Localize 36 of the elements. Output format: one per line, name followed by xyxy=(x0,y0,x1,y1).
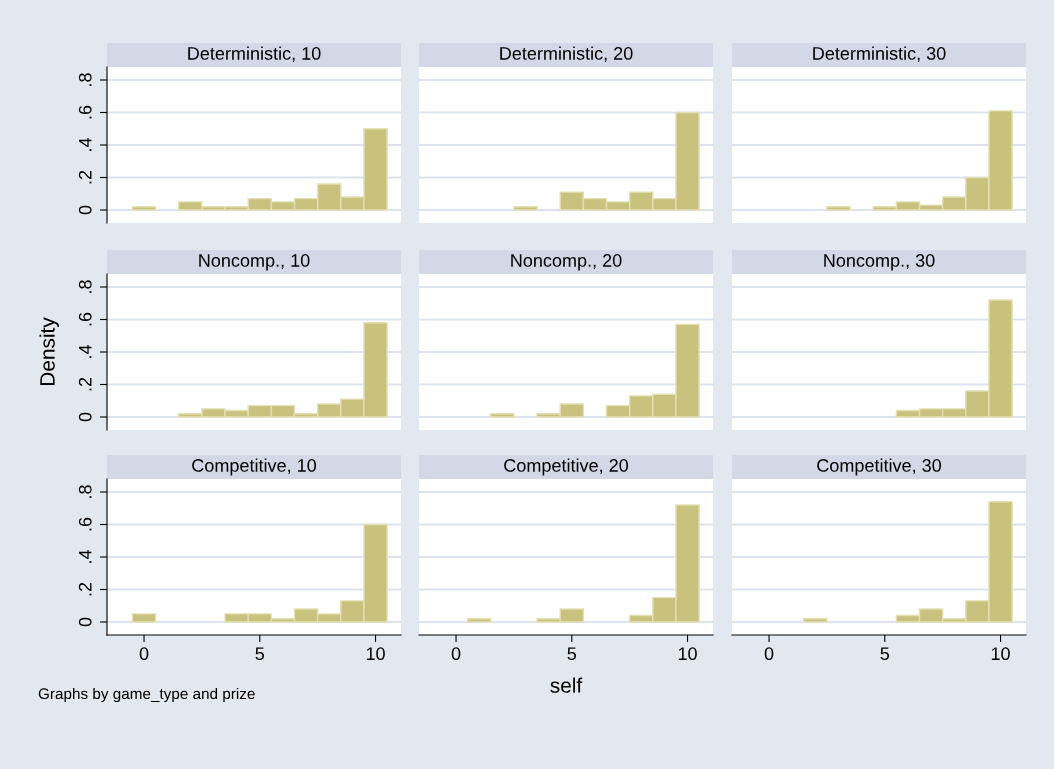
chart-title: Noncomp., 10 xyxy=(199,254,310,271)
x-tick-label: 0 xyxy=(451,647,461,661)
x-tick-label: 10 xyxy=(991,647,1010,661)
y-tick-label: 0 xyxy=(78,205,92,215)
x-tick-label: 10 xyxy=(366,647,385,661)
y-tick-label: .2 xyxy=(78,377,92,391)
y-tick-label: .4 xyxy=(79,138,92,151)
chart-title: Noncomp., 30 xyxy=(824,254,935,271)
y-tick-label: .4 xyxy=(79,550,92,563)
y-tick-label: .8 xyxy=(78,485,92,498)
y-axis-title: Density xyxy=(39,317,59,386)
x-tick-label: 5 xyxy=(567,647,577,661)
chart-title: Competitive, 20 xyxy=(504,458,629,476)
y-tick-label: .2 xyxy=(78,582,92,596)
chart-title: Deterministic, 20 xyxy=(500,46,633,62)
y-tick-label: .6 xyxy=(78,105,92,119)
x-tick-label: 0 xyxy=(139,647,149,661)
y-tick-label: .4 xyxy=(79,345,92,358)
y-tick-label: .6 xyxy=(78,312,92,326)
chart-title: Noncomp., 20 xyxy=(511,254,622,271)
x-tick-label: 5 xyxy=(255,647,265,661)
y-tick-label: .2 xyxy=(78,170,92,184)
y-tick-label: .8 xyxy=(78,280,92,293)
chart-title: Competitive, 10 xyxy=(192,458,317,476)
x-tick-label: 5 xyxy=(880,647,890,661)
x-axis-title: self xyxy=(550,677,583,693)
chart-title: Deterministic, 10 xyxy=(188,46,321,62)
y-tick-label: 0 xyxy=(78,412,92,422)
y-tick-label: .8 xyxy=(78,73,92,86)
chart-title: Deterministic, 30 xyxy=(813,46,946,62)
text: Graphs by game_type and prize xyxy=(38,687,255,703)
x-tick-label: 0 xyxy=(764,647,774,661)
chart-title: Competitive, 30 xyxy=(817,458,942,476)
y-tick-label: .6 xyxy=(78,517,92,531)
x-tick-label: 10 xyxy=(678,647,697,661)
y-tick-label: 0 xyxy=(78,617,92,627)
